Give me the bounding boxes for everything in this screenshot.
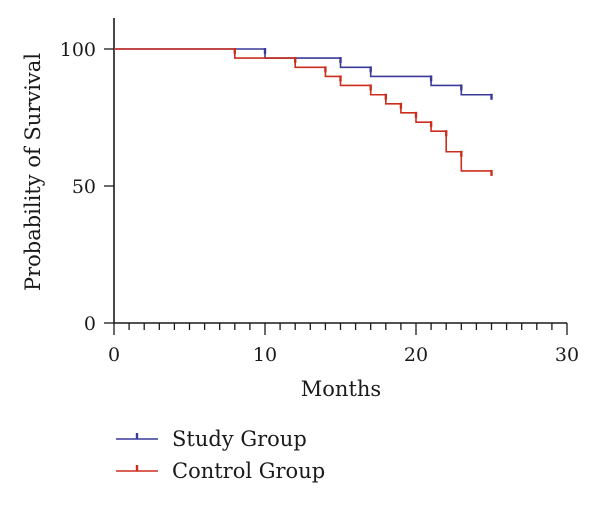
legend-label-study-group: Study Group: [172, 427, 307, 451]
legend-swatch-control-group: [116, 465, 158, 472]
y-axis-title: Probability of Survival: [21, 53, 45, 291]
axes: 0 10 20 30 0 50 100: [60, 18, 579, 366]
y-tick-label: 50: [72, 176, 96, 198]
x-tick-label: 0: [108, 344, 120, 366]
legend-swatch-study-group: [116, 433, 158, 440]
x-tick-label: 20: [404, 344, 428, 366]
legend: Study Group Control Group: [116, 427, 325, 483]
legend-item-study-group: Study Group: [116, 427, 307, 451]
y-tick-label: 0: [84, 313, 96, 335]
y-tick-label: 100: [60, 39, 96, 61]
x-tick-label: 30: [555, 344, 579, 366]
curve-control-group: [114, 48, 492, 172]
survival-curves: [114, 48, 493, 176]
legend-label-control-group: Control Group: [172, 459, 325, 483]
curve-study-group: [114, 48, 492, 96]
x-axis-title: Months: [301, 377, 381, 401]
x-tick-label: 10: [253, 344, 277, 366]
legend-item-control-group: Control Group: [116, 459, 325, 483]
